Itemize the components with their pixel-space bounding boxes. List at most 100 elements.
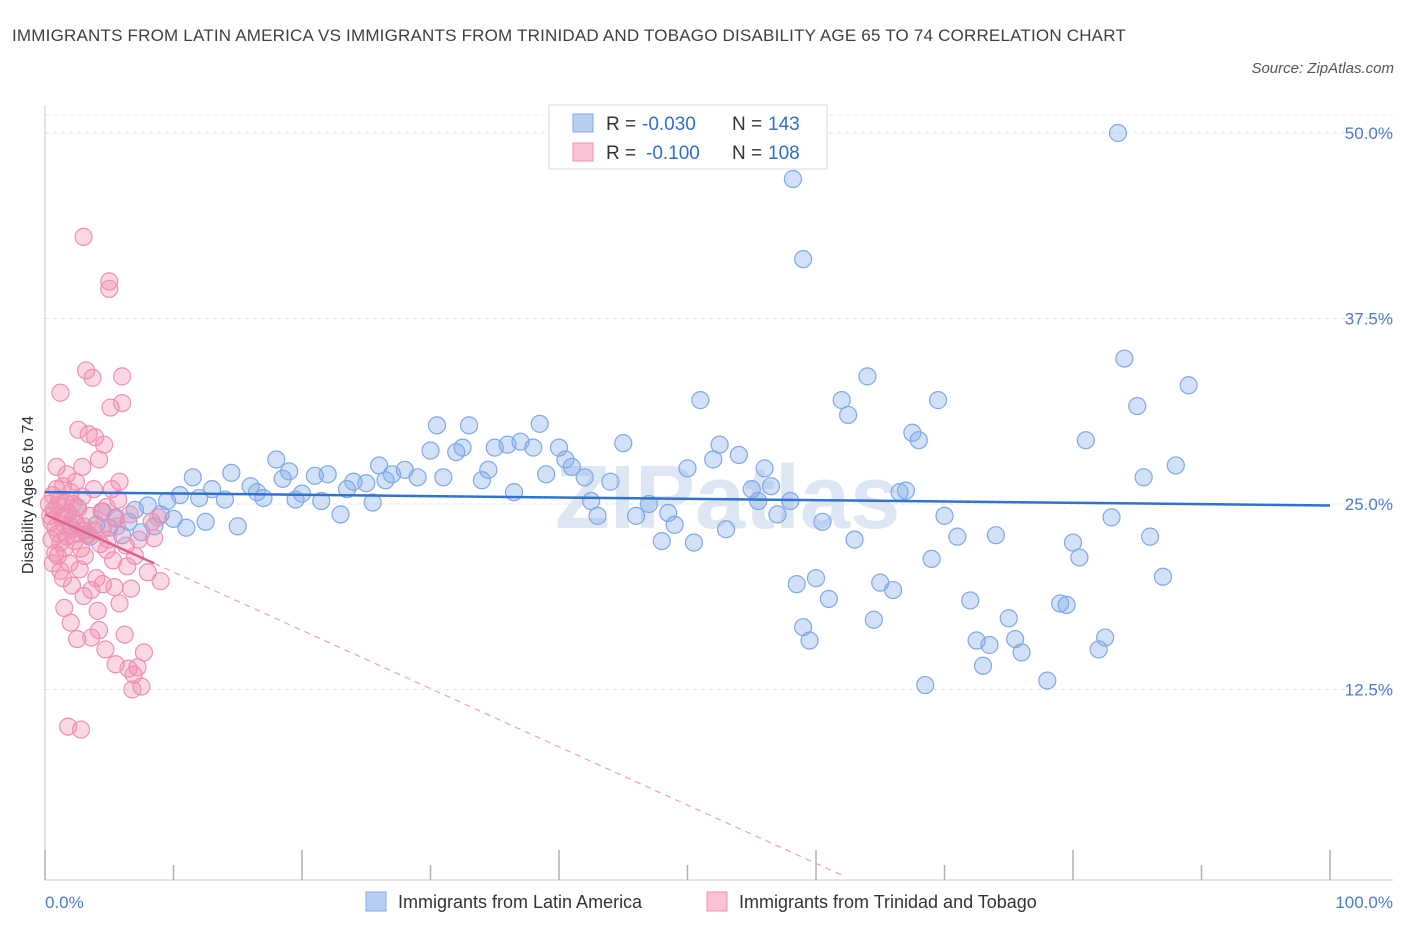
point-trinidad-tobago-105: [106, 509, 125, 528]
point-trinidad-tobago-99: [43, 554, 62, 573]
point-trinidad-tobago-101: [73, 457, 92, 476]
legend-swatch-blue: [572, 113, 594, 133]
point-latin-america-98: [858, 367, 877, 386]
bottom-legend-label-pink: Immigrants from Trinidad and Tobago: [739, 892, 1037, 912]
point-latin-america-36: [312, 491, 331, 511]
legend-n-value-2: 108: [768, 143, 800, 164]
legend-n-value-1: 143: [768, 114, 800, 135]
point-latin-america-122: [1070, 548, 1089, 567]
point-latin-america-47: [408, 468, 427, 487]
chart-source: Source: ZipAtlas.com: [1251, 60, 1394, 77]
point-latin-america-138: [980, 635, 999, 655]
point-latin-america-42: [363, 493, 382, 512]
trend-line-trinidad-tobago: [44, 513, 155, 565]
point-latin-america-132: [1166, 456, 1185, 475]
point-latin-america-115: [999, 609, 1018, 628]
point-latin-america-60: [524, 438, 543, 457]
point-latin-america-68: [588, 506, 607, 525]
point-latin-america-71: [626, 506, 646, 525]
point-trinidad-tobago-42: [83, 368, 102, 387]
point-trinidad-tobago-66: [112, 393, 132, 413]
point-trinidad-tobago-82: [148, 508, 168, 527]
point-trinidad-tobago-104: [124, 665, 143, 684]
point-latin-america-109: [935, 506, 954, 525]
point-trinidad-tobago-94: [110, 472, 129, 491]
point-latin-america-20: [183, 468, 202, 487]
point-latin-america-69: [601, 472, 620, 491]
point-latin-america-137: [794, 250, 813, 269]
point-trinidad-tobago-91: [57, 465, 76, 484]
point-latin-america-119: [1051, 594, 1070, 613]
point-latin-america-52: [453, 438, 472, 457]
point-latin-america-117: [1012, 643, 1031, 662]
y-tick-label-3: 50.0%: [1345, 124, 1393, 143]
legend-r-value-2: -0.100: [646, 143, 700, 164]
point-latin-america-29: [254, 488, 273, 508]
point-trinidad-tobago-93: [89, 450, 109, 469]
y-tick-labels: 12.5% 25.0% 37.5% 50.0%: [1345, 124, 1393, 700]
point-trinidad-tobago-106: [93, 520, 112, 539]
point-trinidad-tobago-40: [80, 506, 100, 525]
point-trinidad-tobago-87: [55, 539, 74, 558]
point-latin-america-91: [800, 631, 819, 650]
trend-line-latin-america: [44, 490, 1331, 507]
point-trinidad-tobago-100: [53, 569, 73, 588]
point-latin-america-125: [1096, 628, 1115, 647]
series-latin-america: [55, 123, 1198, 695]
point-latin-america-66: [575, 468, 594, 487]
point-trinidad-tobago-103: [47, 457, 66, 476]
point-latin-america-87: [768, 505, 787, 524]
point-latin-america-31: [273, 469, 292, 488]
point-latin-america-78: [691, 391, 710, 410]
point-trinidad-tobago-7: [46, 543, 65, 563]
point-latin-america-106: [916, 675, 935, 695]
point-trinidad-tobago-102: [84, 480, 103, 499]
point-latin-america-38: [331, 505, 350, 524]
point-latin-america-136: [783, 169, 802, 189]
point-trinidad-tobago-81: [145, 529, 164, 548]
x-tick-label-min: 0.0%: [45, 893, 84, 912]
trend-lines: [44, 490, 1331, 876]
point-latin-america-54: [472, 471, 491, 490]
point-trinidad-tobago-56: [100, 279, 119, 298]
point-latin-america-110: [948, 527, 967, 546]
point-trinidad-tobago-76: [129, 530, 148, 549]
point-trinidad-tobago-72: [121, 579, 141, 598]
gridlines: [45, 114, 1393, 690]
legend-r-label-2: R =: [606, 143, 636, 164]
point-trinidad-tobago-83: [151, 572, 170, 591]
point-trinidad-tobago-46: [88, 601, 107, 620]
point-trinidad-tobago-31: [70, 560, 89, 579]
point-trinidad-tobago-97: [82, 628, 101, 647]
point-latin-america-49: [427, 416, 447, 435]
point-latin-america-75: [665, 515, 684, 534]
series-trinidad-tobago: [39, 227, 170, 739]
legend-box: R = -0.030 N = 143 R = -0.100 N = 108: [548, 104, 828, 170]
bottom-legend: Immigrants from Latin America Immigrants…: [365, 891, 1037, 912]
point-latin-america-19: [177, 518, 196, 537]
point-latin-america-111: [961, 591, 980, 610]
legend-r-label-1: R =: [606, 114, 636, 135]
point-trinidad-tobago-64: [110, 594, 129, 613]
point-trinidad-tobago-52: [96, 640, 115, 659]
point-latin-america-99: [864, 610, 883, 629]
point-trinidad-tobago-47: [89, 621, 109, 640]
point-latin-america-84: [749, 491, 768, 511]
point-latin-america-104: [903, 423, 922, 442]
point-latin-america-103: [896, 481, 916, 500]
point-trinidad-tobago-86: [71, 720, 91, 739]
point-trinidad-tobago-92: [69, 420, 88, 439]
point-latin-america-126: [1102, 508, 1121, 527]
point-trinidad-tobago-57: [101, 398, 120, 417]
legend-n-label-1: N =: [732, 114, 762, 135]
point-latin-america-73: [652, 531, 671, 551]
point-latin-america-82: [729, 445, 749, 465]
point-latin-america-62: [537, 465, 556, 484]
point-latin-america-22: [196, 512, 215, 531]
point-trinidad-tobago-60: [105, 578, 124, 597]
point-latin-america-123: [1076, 431, 1095, 450]
point-latin-america-61: [530, 414, 549, 433]
point-latin-america-26: [228, 517, 247, 536]
point-latin-america-113: [973, 656, 993, 675]
point-trinidad-tobago-79: [138, 563, 157, 582]
